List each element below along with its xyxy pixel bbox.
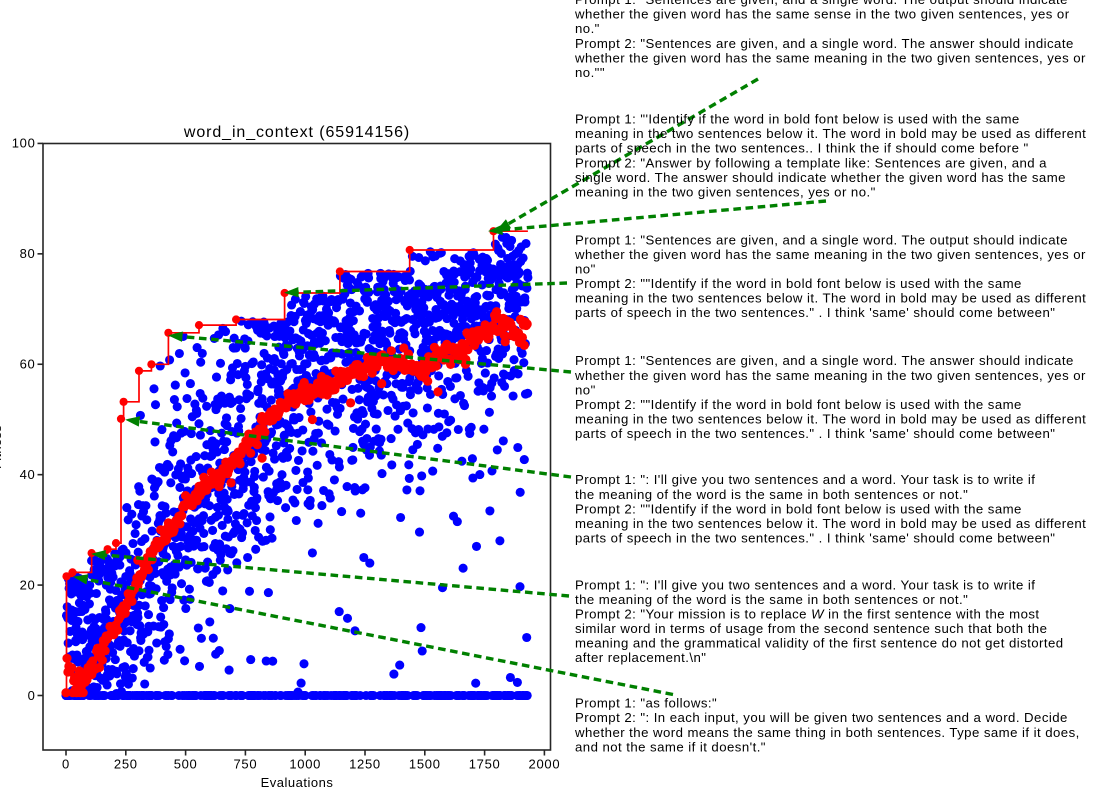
svg-text:1500: 1500 [409, 757, 441, 772]
svg-text:whether the given word has the: whether the given word has the same mean… [574, 50, 1086, 65]
svg-text:750: 750 [234, 757, 258, 772]
svg-text:meaning in the two sentences b: meaning in the two sentences below it. T… [575, 516, 1086, 531]
svg-text:whether the given word has the: whether the given word has the same mean… [574, 247, 1086, 262]
svg-text:parts of speech in the two sen: parts of speech in the two sentences.. I… [575, 141, 1029, 156]
svg-text:Prompt 2: "Sentences are given: Prompt 2: "Sentences are given, and a si… [575, 36, 1074, 51]
svg-text:Prompt 2: "Answer by following: Prompt 2: "Answer by following a templat… [575, 155, 1047, 170]
svg-text:Prompt 2: "Your mission is to: Prompt 2: "Your mission is to replace W … [575, 606, 1040, 621]
svg-text:whether the word means the sam: whether the word means the same thing in… [574, 725, 1080, 740]
svg-text:500: 500 [174, 757, 198, 772]
svg-text:no."": no."" [575, 65, 605, 80]
svg-text:0: 0 [62, 757, 70, 772]
svg-text:whether the given word has the: whether the given word has the same mean… [574, 368, 1086, 383]
svg-text:Prompt 1: "Sentences are given: Prompt 1: "Sentences are given, and a si… [575, 0, 1068, 7]
svg-text:0: 0 [28, 688, 36, 703]
svg-text:the meaning of the word is the: the meaning of the word is the same in b… [575, 487, 968, 502]
svg-text:after replacement.\n": after replacement.\n" [575, 650, 706, 665]
svg-text:no": no" [575, 261, 596, 276]
svg-text:Evaluations: Evaluations [261, 775, 334, 790]
svg-text:80: 80 [20, 246, 36, 261]
svg-text:Fitness: Fitness [0, 425, 4, 469]
svg-text:Prompt 1: "as follows:": Prompt 1: "as follows:" [575, 696, 717, 711]
svg-text:Prompt 2: ""Identify if the wo: Prompt 2: ""Identify if the word in bold… [575, 501, 1022, 516]
svg-text:Prompt 2: ""Identify if the wo: Prompt 2: ""Identify if the word in bold… [575, 276, 1022, 291]
svg-text:250: 250 [114, 757, 138, 772]
svg-text:similar word in terms of usage: similar word in terms of usage from the … [575, 621, 1047, 636]
svg-text:parts of speech in the two sen: parts of speech in the two sentences." .… [575, 530, 1055, 545]
svg-text:1000: 1000 [289, 757, 321, 772]
svg-text:2000: 2000 [529, 757, 561, 772]
svg-text:whether the given word has the: whether the given word has the same sens… [574, 7, 1070, 22]
svg-text:Prompt 1: ": I'll give you two: Prompt 1: ": I'll give you two sentences… [575, 472, 1035, 487]
svg-text:40: 40 [20, 467, 36, 482]
svg-text:meaning in the two sentences b: meaning in the two sentences below it. T… [575, 411, 1086, 426]
svg-text:Prompt 1: "'Identify if the wo: Prompt 1: "'Identify if the word in bold… [575, 112, 1020, 127]
svg-text:Prompt 1: "Sentences are given: Prompt 1: "Sentences are given, and a si… [575, 353, 1074, 368]
svg-text:no": no" [575, 382, 596, 397]
svg-text:1250: 1250 [349, 757, 381, 772]
svg-text:Prompt 2: ": In each input, yo: Prompt 2: ": In each input, you will be … [575, 710, 1068, 725]
svg-text:meaning in the two sentences b: meaning in the two sentences below it. T… [575, 126, 1086, 141]
svg-text:Prompt 1: ": I'll give you two: Prompt 1: ": I'll give you two sentences… [575, 577, 1035, 592]
svg-text:60: 60 [20, 357, 36, 372]
svg-text:meaning in the two sentences b: meaning in the two sentences below it. T… [575, 291, 1086, 306]
svg-text:the meaning of the word is the: the meaning of the word is the same in b… [575, 592, 968, 607]
svg-text:parts of speech in the two sen: parts of speech in the two sentences." .… [575, 426, 1055, 441]
svg-text:1750: 1750 [469, 757, 501, 772]
svg-text:Prompt 1: "Sentences are given: Prompt 1: "Sentences are given, and a si… [575, 232, 1068, 247]
svg-text:Prompt 2: ""Identify if the wo: Prompt 2: ""Identify if the word in bold… [575, 397, 1022, 412]
svg-text:meaning in the two given sente: meaning in the two given sentences, yes … [575, 184, 876, 199]
svg-text:meaning and the grammatical va: meaning and the grammatical validity of … [575, 636, 1064, 651]
svg-text:and not the same if it doesn't: and not the same if it doesn't." [575, 739, 766, 754]
svg-text:no.": no." [575, 21, 600, 36]
svg-text:parts of speech in the two sen: parts of speech in the two sentences." .… [575, 305, 1055, 320]
svg-text:100: 100 [12, 136, 36, 151]
svg-text:single word. The answer should: single word. The answer should indicate … [575, 170, 1066, 185]
svg-text:word_in_context (65914156): word_in_context (65914156) [183, 124, 410, 141]
svg-text:20: 20 [20, 577, 36, 592]
